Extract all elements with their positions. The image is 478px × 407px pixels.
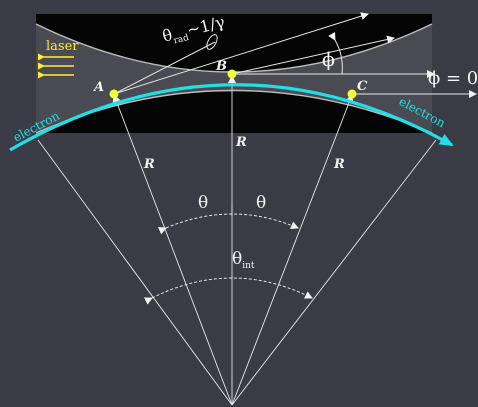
electron-path xyxy=(9,83,454,152)
phi-angle-arc xyxy=(328,31,343,75)
radius-lines xyxy=(37,75,437,406)
radius-label-center: R xyxy=(235,135,247,150)
theta-int-label: θint xyxy=(232,249,255,271)
point-c-label: C xyxy=(357,79,368,94)
point-a-label: A xyxy=(92,80,104,95)
theta-int-main: θ xyxy=(232,249,242,269)
tangent-lines xyxy=(113,12,477,98)
radiation-cone-icon xyxy=(206,34,218,50)
theta-rad-main: θ xyxy=(160,25,174,46)
laser-label: laser xyxy=(46,39,79,54)
phi-label: ϕ xyxy=(322,49,335,71)
point-b-label: B xyxy=(215,59,227,74)
point-a xyxy=(109,89,119,99)
point-b xyxy=(227,69,237,79)
theta-label-right: θ xyxy=(256,193,266,213)
radius-label-left: R xyxy=(143,157,155,172)
theta-label-left: θ xyxy=(198,193,208,213)
phi-zero-label: ϕ = 0 xyxy=(428,68,478,89)
point-c xyxy=(347,89,357,99)
radius-label-right: R xyxy=(333,157,345,172)
theta-int-sub: int xyxy=(242,261,255,271)
theta-rad-sub: rad xyxy=(173,33,191,46)
laser-arrows-icon xyxy=(38,53,74,79)
